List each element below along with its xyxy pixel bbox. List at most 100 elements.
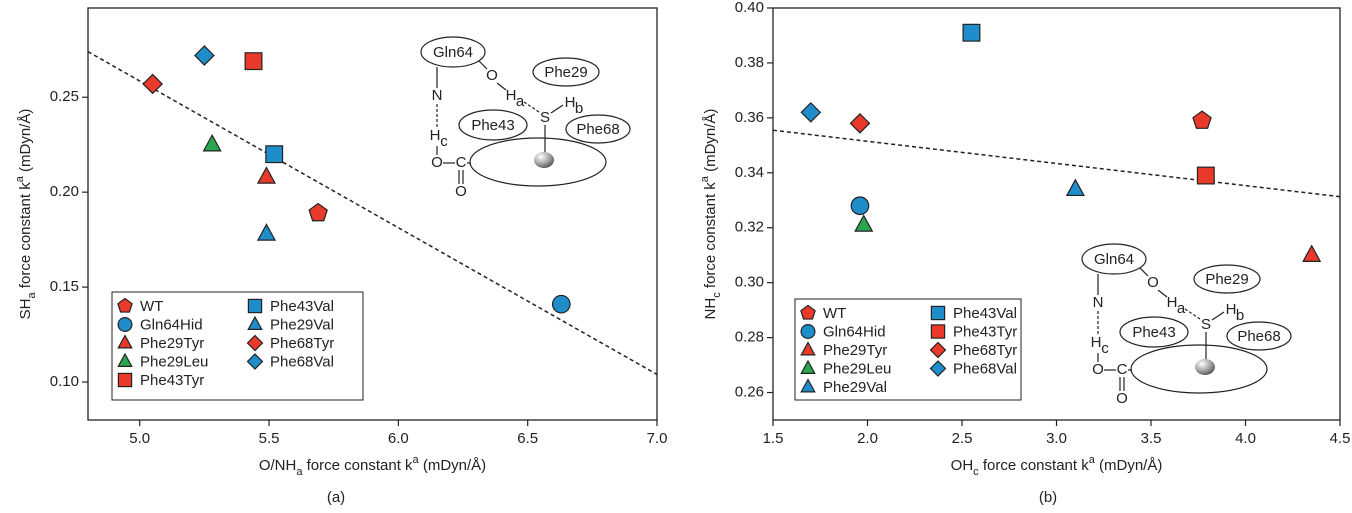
axis-label-part: force constant k (17, 182, 34, 293)
axis-label-part: a (296, 466, 303, 478)
legend-marker (247, 298, 263, 314)
atom-label: O (1092, 361, 1104, 378)
y-tick-label: 0.36 (735, 109, 764, 126)
axis-label-part: a (413, 454, 420, 466)
axis-label-part: force constant k (302, 457, 413, 474)
axis-label-part: (mDyn/Å) (419, 457, 487, 474)
legend-label: Phe68Val (953, 360, 1017, 377)
atom-subscript: c (1101, 340, 1109, 357)
residue-label: Phe29 (544, 64, 587, 81)
atom-label: C (456, 154, 467, 171)
x-tick-label: 5.5 (259, 430, 280, 447)
atom-label: O (1147, 274, 1159, 291)
legend-marker (800, 359, 816, 374)
x-tick-label: 4.0 (1235, 430, 1256, 447)
x-tick-label: 2.0 (857, 430, 878, 447)
y-axis-label: SHa force constant ka (mDyn/Å) (14, 109, 38, 320)
axis-label-part: force constant k (979, 457, 1090, 474)
data-point (1192, 110, 1212, 129)
y-tick-label: 0.15 (50, 278, 79, 295)
y-tick-label: 0.26 (735, 384, 764, 401)
fit-line (772, 129, 1341, 198)
axis-label-part: O/NH (259, 457, 297, 474)
residue-outline (420, 36, 486, 68)
legend-label: Phe29Val (270, 316, 334, 333)
residue-outline (1193, 264, 1261, 294)
axis-label-part: OH (951, 457, 974, 474)
x-tick-label: 2.5 (952, 430, 973, 447)
atom-label: C (1117, 361, 1128, 378)
y-tick-label: 0.40 (735, 0, 764, 16)
residue-outline (1119, 316, 1189, 348)
atom-label: S (540, 109, 550, 126)
panel-label: (b) (1039, 489, 1057, 506)
legend-marker (800, 304, 816, 320)
data-point (142, 73, 164, 95)
legend-marker (930, 324, 946, 339)
data-point (256, 223, 277, 241)
legend-label: WT (140, 298, 163, 315)
axis-label-part: SH (17, 298, 34, 319)
legend-label: Phe29Tyr (140, 335, 204, 352)
x-tick-label: 1.5 (763, 430, 784, 447)
legend-label: Gln64Hid (823, 323, 886, 340)
panel-label: (a) (327, 489, 345, 506)
legend-marker (246, 334, 264, 352)
atom-label: O (455, 183, 467, 200)
data-point (244, 52, 263, 71)
data-point (854, 214, 874, 232)
axis-label-part: c (711, 292, 723, 298)
atom-label: H (430, 127, 441, 144)
legend-label: Phe29Val (823, 379, 887, 396)
atom-subscript: b (575, 100, 583, 117)
residue-label: Gln64 (433, 44, 473, 61)
axis-label-part: (mDyn/Å) (702, 109, 719, 177)
y-tick-label: 0.30 (735, 274, 764, 291)
bond (496, 82, 507, 91)
axis-label-part: (mDyn/Å) (1095, 457, 1163, 474)
axis-label-part: a (14, 175, 26, 182)
legend-marker (246, 353, 264, 370)
axis-label-part: (mDyn/Å) (17, 109, 34, 177)
residue-label: Phe43 (471, 117, 514, 134)
legend-marker (929, 360, 947, 377)
legend-label: Phe68Val (270, 353, 334, 370)
data-point (962, 23, 981, 42)
residue-label: Phe68 (576, 121, 619, 138)
residue-label: Phe43 (1132, 324, 1175, 341)
legend-marker (117, 372, 133, 388)
data-point (1196, 166, 1215, 185)
legend-label: Gln64Hid (140, 316, 203, 333)
legend-marker (800, 324, 816, 340)
residue-label: Phe68 (1237, 328, 1280, 345)
bond (477, 59, 488, 70)
axis-label-part: force constant k (702, 182, 719, 293)
atom-label: O (1116, 390, 1128, 407)
y-tick-label: 0.20 (50, 183, 79, 200)
legend-label: Phe29Tyr (823, 342, 887, 359)
data-point (1302, 244, 1322, 262)
y-tick-label: 0.32 (735, 219, 764, 236)
y-tick-label: 0.28 (735, 329, 764, 346)
legend-label: Phe43Tyr (140, 372, 204, 389)
atom-label: H (565, 94, 576, 111)
data-point (551, 294, 571, 314)
bond (1138, 266, 1149, 277)
atom-label: H (1091, 334, 1102, 351)
residue-outline (458, 109, 528, 141)
atom-label: H (1167, 294, 1178, 311)
y-tick-label: 0.34 (735, 164, 764, 181)
atom-label: O (431, 154, 443, 171)
residue-label: Gln64 (1094, 251, 1134, 268)
bond (523, 101, 540, 113)
atom-label: S (1201, 316, 1211, 333)
atom-label: N (1093, 294, 1104, 311)
data-point (256, 166, 277, 184)
legend-marker (117, 334, 133, 349)
atom-subscript: b (1236, 307, 1244, 324)
x-axis-label: OHc force constant ka (mDyn/Å) (951, 454, 1163, 478)
legend-marker (930, 305, 946, 321)
x-tick-label: 3.5 (1141, 430, 1162, 447)
atom-subscript: a (1177, 300, 1186, 317)
